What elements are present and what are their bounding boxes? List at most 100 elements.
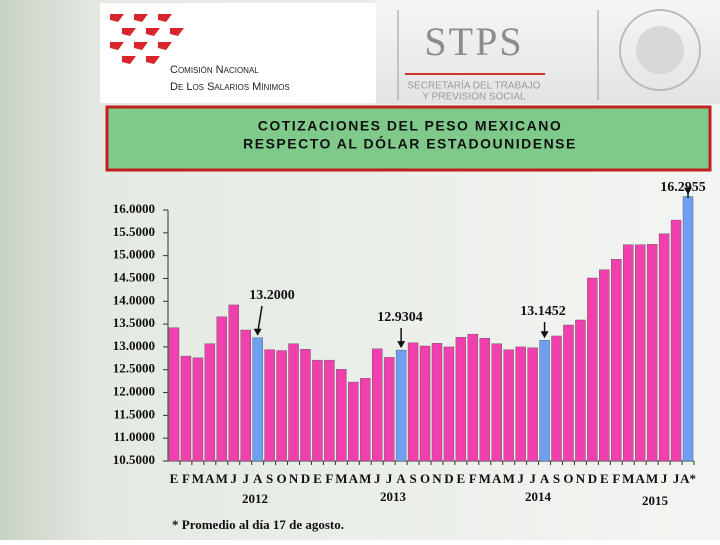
bar <box>431 343 443 462</box>
arrow <box>256 305 263 333</box>
bar <box>276 350 287 462</box>
x-tick-label: M <box>646 471 658 486</box>
year-label: 2012 <box>242 491 268 506</box>
bar <box>646 244 658 462</box>
x-tick-label: M <box>192 471 204 486</box>
x-tick-label: J <box>517 471 524 486</box>
bar <box>240 329 251 462</box>
bar <box>300 348 311 462</box>
value-label: 13.1452 <box>520 304 566 319</box>
seal <box>619 9 701 91</box>
bar <box>192 357 204 462</box>
bar <box>587 277 598 462</box>
x-tick-label: D <box>444 471 453 486</box>
x-tick-label: M <box>479 471 491 486</box>
x-tick-label: M <box>335 471 347 486</box>
bar <box>348 381 359 462</box>
bar <box>204 343 216 462</box>
bar <box>288 343 299 462</box>
x-tick-label: J <box>661 471 668 486</box>
bar <box>527 347 538 462</box>
seal <box>636 26 684 74</box>
y-tick-label: 12.5000 <box>113 361 155 376</box>
bar <box>551 335 562 462</box>
x-tick-label: E <box>600 471 609 486</box>
footnote: * Promedio al día 17 de agosto. <box>172 517 344 532</box>
arrow-head <box>253 328 262 336</box>
bar <box>407 342 419 462</box>
logo <box>110 14 184 64</box>
x-tick-label: M <box>216 471 228 486</box>
bar <box>634 244 646 462</box>
x-tick-label: S <box>266 471 273 486</box>
x-tick-label: A <box>636 471 646 486</box>
bar <box>611 259 622 462</box>
x-tick-label: M <box>503 471 515 486</box>
org-name: De Los Salarios Mínimos <box>170 81 290 93</box>
arrow-head <box>540 331 549 339</box>
year-label: 2013 <box>380 489 407 504</box>
x-tick-label: D <box>301 471 310 486</box>
x-tick-label: N <box>576 471 586 486</box>
x-tick-label: O <box>563 471 573 486</box>
x-tick-label: F <box>325 471 333 486</box>
x-tick-label: F <box>469 471 477 486</box>
x-tick-label: J <box>242 471 249 486</box>
x-tick-label: J <box>231 471 238 486</box>
x-tick-label: O <box>277 471 287 486</box>
bar <box>312 359 323 462</box>
y-tick-label: 11.5000 <box>113 406 155 421</box>
x-tick-label: A* <box>680 471 696 486</box>
x-tick-label: S <box>553 471 560 486</box>
org-name: Comisión Nacional <box>170 64 259 76</box>
chart-title: COTIZACIONES DEL PESO MEXICANO <box>258 118 563 134</box>
bar <box>324 359 335 462</box>
x-tick-label: E <box>170 471 179 486</box>
bar <box>515 346 526 462</box>
agency-sub: Y PREVISIÓN SOCIAL <box>422 90 526 103</box>
title-box <box>105 105 712 172</box>
value-label: 13.2000 <box>249 288 295 303</box>
bar <box>623 244 634 462</box>
arrow-head <box>684 187 693 195</box>
bar <box>599 269 610 462</box>
x-tick-label: E <box>457 471 466 486</box>
x-tick-label: A <box>349 471 359 486</box>
x-tick-label: F <box>182 471 190 486</box>
x-tick-label: A <box>205 471 215 486</box>
x-tick-label: N <box>289 471 299 486</box>
y-tick-label: 16.0000 <box>113 201 155 216</box>
x-tick-label: A <box>396 471 406 486</box>
y-tick-label: 14.5000 <box>113 269 155 284</box>
bar <box>479 338 491 462</box>
x-tick-label: J <box>529 471 536 486</box>
x-tick-label: J <box>374 471 381 486</box>
bar <box>383 357 395 462</box>
bar <box>252 337 263 462</box>
bar <box>539 340 550 462</box>
bar <box>228 304 239 462</box>
agency-sub: SECRETARÍA DEL TRABAJO <box>407 79 540 92</box>
bar <box>575 319 586 462</box>
agency-logo: STPS <box>424 19 523 64</box>
bar <box>395 349 407 462</box>
bar <box>180 355 192 462</box>
bar <box>419 345 431 462</box>
header-left <box>100 3 376 103</box>
y-tick-label: 15.5000 <box>113 224 155 239</box>
bar <box>658 233 670 462</box>
x-tick-label: A <box>253 471 263 486</box>
x-tick-label: E <box>313 471 322 486</box>
value-label: 16.2955 <box>660 180 706 195</box>
year-label: 2015 <box>642 493 669 508</box>
x-tick-label: A <box>540 471 550 486</box>
x-tick-label: M <box>622 471 634 486</box>
bar <box>168 327 180 462</box>
y-tick-label: 10.5000 <box>113 452 155 467</box>
bar <box>336 369 347 462</box>
bar <box>503 349 514 462</box>
bar <box>563 324 574 462</box>
x-tick-label: F <box>612 471 620 486</box>
y-tick-label: 11.0000 <box>113 429 155 444</box>
